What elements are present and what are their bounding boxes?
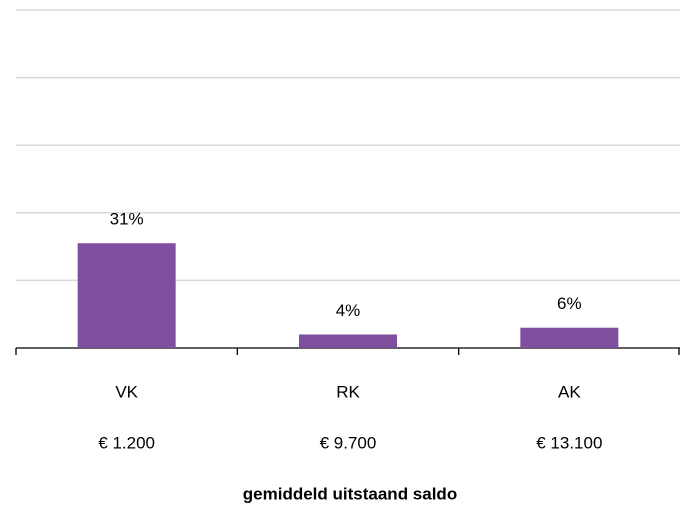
data-label: 6% bbox=[557, 294, 582, 313]
bar bbox=[77, 243, 176, 348]
data-label: 4% bbox=[336, 301, 361, 320]
category-note: € 9.700 bbox=[320, 433, 377, 452]
data-label: 31% bbox=[110, 210, 144, 229]
category-note: € 13.100 bbox=[536, 433, 602, 452]
bar bbox=[299, 334, 397, 348]
x-tick-label: AK bbox=[558, 382, 581, 401]
x-axis-label: gemiddeld uitstaand saldo bbox=[243, 484, 457, 503]
bar bbox=[520, 327, 619, 348]
x-tick-label: VK bbox=[115, 382, 138, 401]
x-tick-label: RK bbox=[336, 382, 360, 401]
category-note: € 1.200 bbox=[98, 433, 155, 452]
